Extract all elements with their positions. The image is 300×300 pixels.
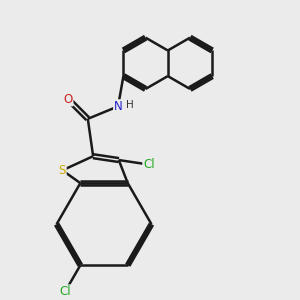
- Text: N: N: [114, 100, 122, 113]
- Text: O: O: [64, 93, 73, 106]
- Text: Cl: Cl: [59, 285, 71, 298]
- Text: S: S: [59, 164, 66, 177]
- Text: Cl: Cl: [143, 158, 154, 171]
- Text: H: H: [126, 100, 133, 110]
